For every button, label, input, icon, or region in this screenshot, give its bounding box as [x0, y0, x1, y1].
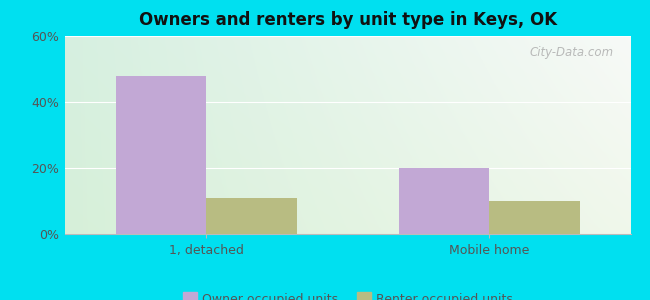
Bar: [398, 168, 489, 234]
Title: Owners and renters by unit type in Keys, OK: Owners and renters by unit type in Keys,…: [138, 11, 557, 29]
Legend: Owner occupied units, Renter occupied units: Owner occupied units, Renter occupied un…: [178, 288, 517, 300]
Bar: [489, 201, 580, 234]
Bar: [116, 76, 207, 234]
Bar: [207, 198, 297, 234]
Text: City-Data.com: City-Data.com: [529, 46, 614, 59]
